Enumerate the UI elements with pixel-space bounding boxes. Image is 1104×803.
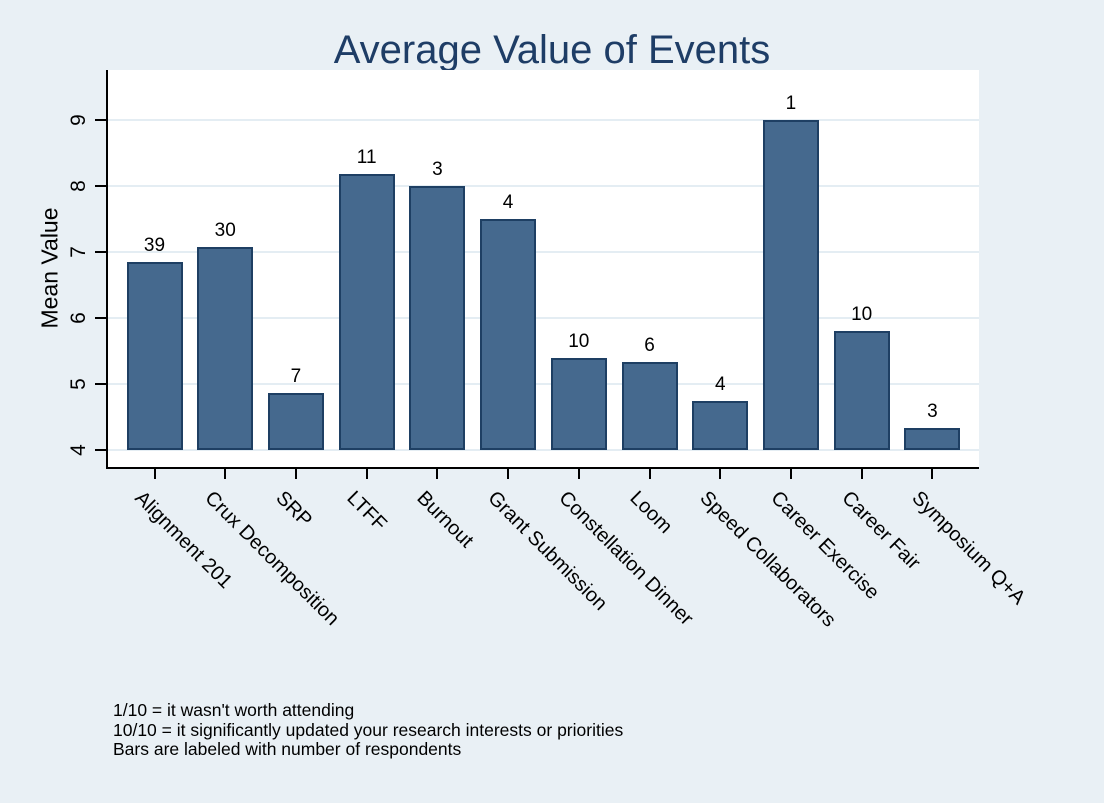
bar-9: [762, 120, 819, 450]
bar-count-label-2: 7: [290, 366, 302, 388]
x-tick-label-11: Symposium Q+A: [907, 487, 1030, 610]
x-tick-2: [294, 469, 297, 479]
x-axis-line: [106, 467, 979, 469]
chart-title: Average Value of Events: [333, 28, 771, 72]
y-tick-5: [95, 383, 106, 385]
bar-count-label-6: 10: [568, 330, 590, 352]
gridline-y-4: [108, 449, 979, 451]
y-tick-label-9: 9: [67, 114, 90, 126]
y-axis-line: [106, 70, 108, 469]
x-tick-4: [436, 469, 439, 479]
bar-5: [480, 219, 537, 450]
bar-4: [409, 186, 466, 450]
bar-7: [621, 362, 678, 450]
bar-count-label-0: 39: [143, 234, 166, 256]
y-tick-label-5: 5: [67, 378, 90, 390]
bar-2: [267, 393, 324, 450]
footnotes: 1/10 = it wasn't worth attending 10/10 =…: [113, 700, 624, 760]
x-tick-label-2: SRP: [271, 487, 317, 532]
x-tick-label-5: Grant Submission: [483, 487, 612, 615]
bar-10: [833, 331, 890, 450]
gridline-y-7: [108, 251, 979, 253]
y-tick-7: [95, 251, 106, 253]
footnote-line-1: 1/10 = it wasn't worth attending: [113, 700, 355, 720]
x-tick-1: [224, 469, 227, 479]
bar-count-label-3: 11: [356, 147, 377, 169]
x-tick-6: [577, 469, 580, 479]
gridline-y-9: [108, 119, 979, 121]
x-tick-8: [719, 469, 722, 479]
bar-count-label-11: 3: [927, 401, 938, 423]
x-tick-label-8: Speed Collaborators: [695, 487, 841, 632]
bar-count-label-1: 30: [214, 220, 236, 242]
bar-count-label-10: 10: [851, 304, 873, 326]
x-tick-label-7: Loom: [624, 487, 676, 538]
y-tick-label-8: 8: [67, 180, 90, 192]
x-tick-3: [365, 469, 368, 479]
y-tick-label-6: 6: [67, 312, 90, 324]
bar-6: [550, 357, 607, 450]
bar-3: [338, 174, 395, 450]
gridline-y-8: [108, 185, 979, 187]
x-tick-label-3: LTFF: [342, 487, 391, 536]
x-tick-label-6: Constellation Dinner: [554, 487, 698, 630]
x-tick-0: [153, 469, 156, 479]
bar-1: [197, 247, 254, 450]
bar-count-label-4: 3: [432, 159, 443, 180]
bar-count-label-7: 6: [644, 335, 655, 357]
x-tick-11: [931, 469, 934, 479]
bar-8: [692, 400, 749, 450]
x-tick-10: [860, 469, 863, 479]
y-tick-9: [95, 119, 106, 121]
y-tick-8: [95, 185, 106, 187]
x-tick-7: [648, 469, 651, 479]
plot-area: 39 30 7 11 3 4 10 6 4 1 10 3: [108, 70, 979, 467]
footnote-line-3: Bars are labeled with number of responde…: [113, 739, 462, 759]
y-tick-4: [95, 449, 106, 451]
y-tick-label-7: 7: [67, 246, 90, 258]
x-tick-label-4: Burnout: [412, 487, 478, 553]
y-tick-6: [95, 317, 106, 319]
y-tick-label-4: 4: [67, 444, 90, 456]
x-tick-label-1: Crux Decomposition: [200, 487, 344, 630]
gridline-y-5: [108, 383, 979, 385]
y-axis-title: Mean Value: [36, 207, 63, 329]
x-tick-5: [507, 469, 510, 479]
bar-0: [126, 261, 183, 450]
bar-count-label-5: 4: [502, 192, 514, 213]
bar-count-label-9: 1: [785, 93, 797, 114]
x-tick-9: [789, 469, 792, 479]
gridline-y-6: [108, 317, 979, 319]
bar-count-label-8: 4: [714, 373, 726, 395]
bar-11: [904, 428, 961, 450]
footnote-line-2: 10/10 = it significantly updated your re…: [113, 719, 624, 740]
